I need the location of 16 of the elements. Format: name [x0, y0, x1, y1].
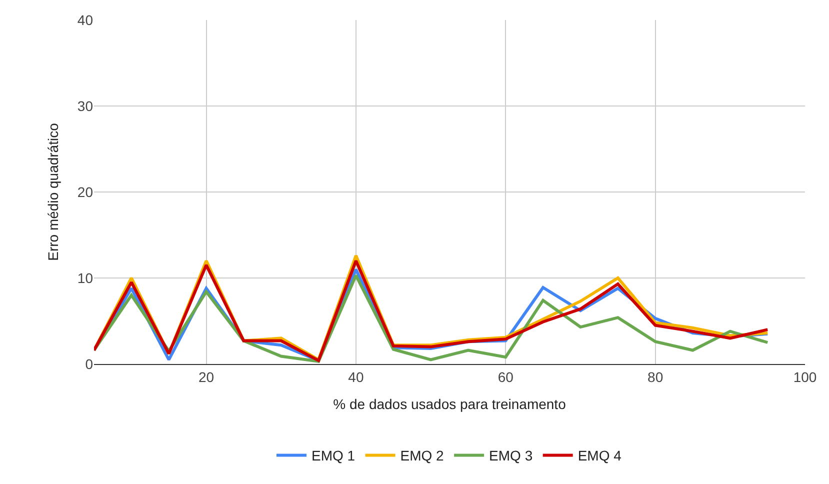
x-tick-label: 100 — [793, 368, 817, 385]
x-tick-label: 60 — [498, 368, 514, 385]
y-tick-label: 40 — [77, 12, 94, 28]
y-tick-label: 20 — [77, 184, 94, 200]
y-tick-label: 30 — [77, 98, 94, 114]
y-tick-label: 10 — [77, 270, 94, 286]
x-tick-label: 20 — [198, 368, 214, 385]
legend-label: EMQ 2 — [400, 448, 444, 464]
y-axis-title: Erro médio quadrático — [45, 122, 62, 261]
legend-label: EMQ 1 — [312, 448, 356, 464]
x-axis-title: % de dados usados para treinamento — [333, 396, 566, 412]
x-tick-label: 80 — [648, 368, 664, 385]
x-tick-label: 40 — [348, 368, 364, 385]
legend-label: EMQ 3 — [489, 448, 533, 464]
y-tick-label: 0 — [85, 356, 94, 372]
legend-label: EMQ 4 — [578, 448, 622, 464]
